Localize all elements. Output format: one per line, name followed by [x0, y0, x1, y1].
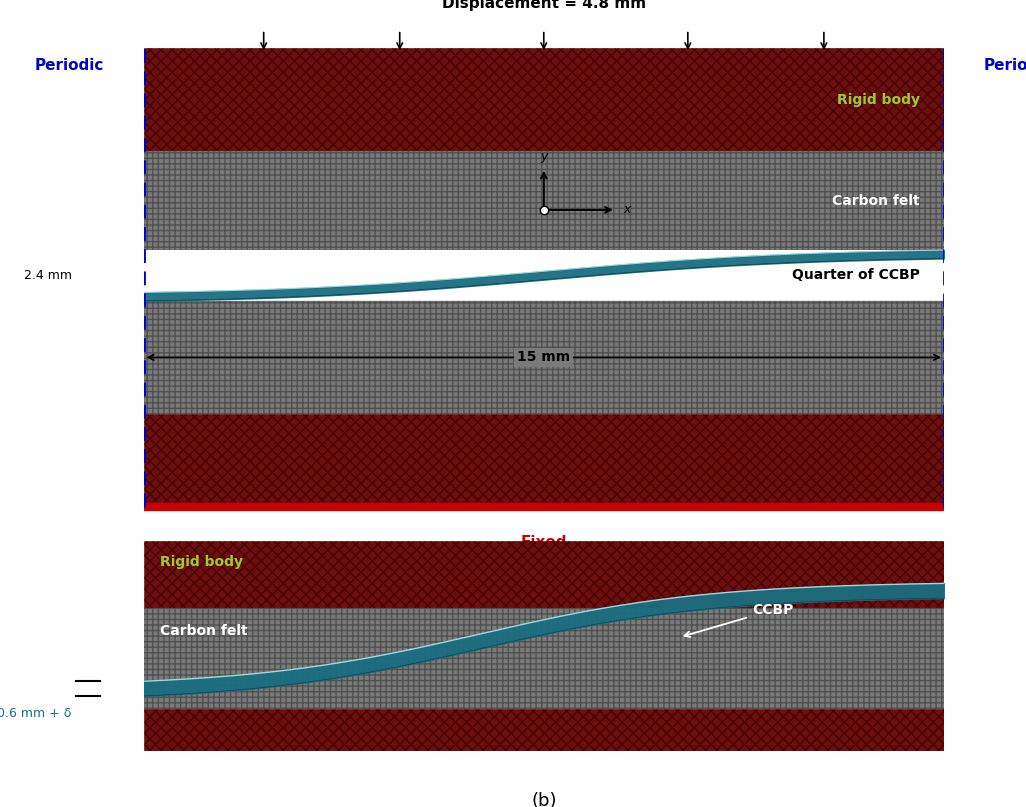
- Text: Periodic: Periodic: [984, 58, 1026, 73]
- Text: y: y: [540, 150, 548, 163]
- Text: Carbon felt: Carbon felt: [832, 194, 920, 207]
- Text: Rigid body: Rigid body: [160, 555, 242, 570]
- Text: Fixed: Fixed: [520, 535, 567, 550]
- Bar: [144, 152, 944, 249]
- Text: (a): (a): [531, 582, 556, 600]
- Bar: [144, 301, 944, 413]
- Text: 2.4 mm: 2.4 mm: [24, 269, 72, 282]
- Text: (b): (b): [531, 792, 556, 807]
- Text: 0.6 mm + δ: 0.6 mm + δ: [0, 707, 72, 721]
- Text: x: x: [624, 203, 631, 216]
- Text: Quarter of CCBP: Quarter of CCBP: [792, 269, 920, 282]
- Text: 15 mm: 15 mm: [517, 350, 570, 364]
- Bar: [144, 541, 944, 608]
- Bar: [144, 413, 944, 507]
- Bar: [144, 48, 944, 152]
- Text: CCBP: CCBP: [684, 603, 793, 637]
- Text: Carbon felt: Carbon felt: [160, 624, 247, 638]
- Bar: [144, 709, 944, 751]
- Bar: [144, 608, 944, 709]
- Text: Rigid body: Rigid body: [837, 93, 920, 107]
- Text: Displacement = 4.8 mm: Displacement = 4.8 mm: [442, 0, 645, 11]
- Bar: [144, 249, 944, 301]
- Text: Periodic: Periodic: [34, 58, 104, 73]
